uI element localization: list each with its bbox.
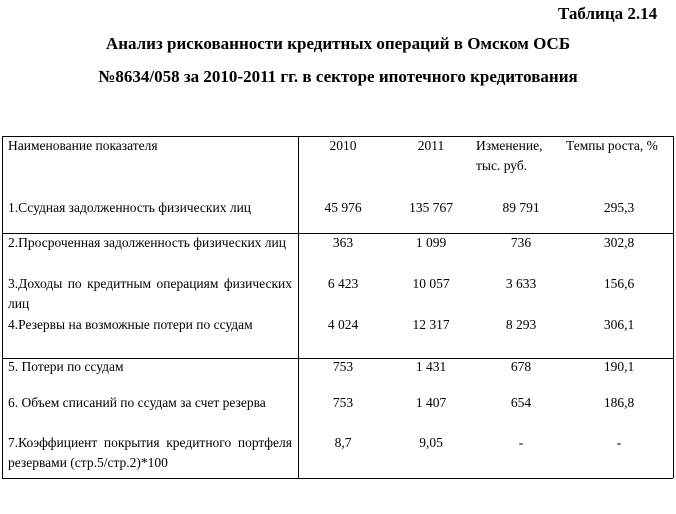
cell-value: 186,8 [603,395,635,410]
column-header: Наименование показателя [8,138,158,153]
row-name: 6. Объем списаний по ссудам за счет резе… [8,395,266,410]
cell-value: 9,05 [419,435,443,450]
cell-value: 753 [332,359,354,374]
cell-value: - [518,435,524,450]
rule [2,358,673,359]
cell-value: 3 633 [505,276,537,291]
cell-value: 156,6 [603,276,635,291]
cell-value: - [616,435,622,450]
row-name: 5. Потери по ссудам [8,359,124,374]
cell-value: 45 976 [324,200,362,215]
cell-value: 89 791 [502,200,540,215]
cell-value: 190,1 [603,359,635,374]
rule [2,136,673,137]
cell-value: 363 [332,235,354,250]
table-label: Таблица 2.14 [558,4,658,23]
cell-value: 306,1 [603,317,635,332]
rule [2,233,673,234]
row-name: 3.Доходы по кредитным операциям физическ… [8,276,292,311]
cell-value: 6 423 [327,276,359,291]
cell-value: 12 317 [412,317,450,332]
cell-value: 1 099 [415,235,447,250]
cell-value: 736 [510,235,532,250]
column-header: 2010 [329,138,357,153]
title-line: Анализ рискованности кредитных операций … [105,34,571,53]
row-name: 7.Коэффициент покрытия кредитного портфе… [8,435,292,470]
cell-value: 1 407 [415,395,447,410]
title-line: №8634/058 за 2010-2011 гг. в секторе ипо… [98,67,578,86]
rule [2,478,673,479]
cell-value: 10 057 [412,276,450,291]
cell-value: 8 293 [505,317,537,332]
cell-value: 8,7 [334,435,352,450]
column-header: Темпы роста, % [566,138,658,153]
cell-value: 654 [510,395,532,410]
cell-value: 135 767 [409,200,453,215]
row-name: 1.Ссудная задолженность физических лиц [8,200,252,215]
cell-value: 295,3 [603,200,635,215]
rule [673,136,674,478]
cell-value: 678 [510,359,532,374]
rule [298,136,299,478]
cell-value: 1 431 [415,359,447,374]
cell-value: 302,8 [603,235,635,250]
column-header: Изменение, тыс. руб. [476,138,543,173]
row-name: 2.Просроченная задолженность физических … [8,235,286,250]
row-name: 4.Резервы на возможные потери по ссудам [8,317,253,332]
rule [2,136,3,478]
cell-value: 4 024 [327,317,359,332]
cell-value: 753 [332,395,354,410]
column-header: 2011 [417,138,445,153]
